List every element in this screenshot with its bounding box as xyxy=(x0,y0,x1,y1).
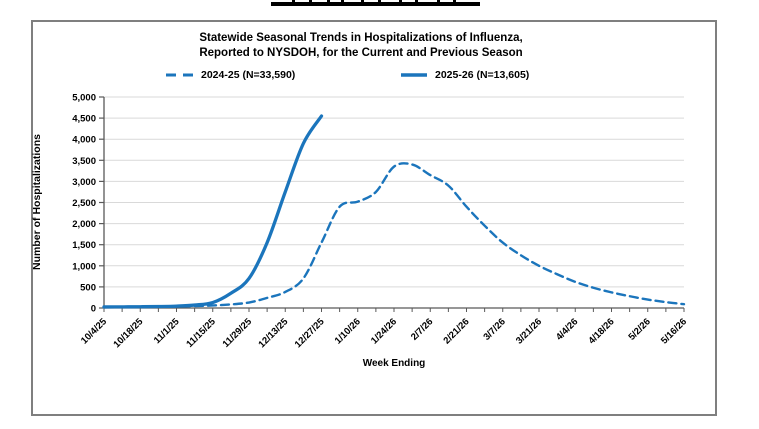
y-tick-label: 5,000 xyxy=(72,93,96,104)
x-tick-label: 10/18/25 xyxy=(111,316,145,350)
x-tick-label: 4/4/26 xyxy=(554,316,580,342)
x-tick-label: 12/13/25 xyxy=(256,316,290,350)
x-tick-label: 1/24/26 xyxy=(369,316,399,346)
x-tick-label: 2/7/26 xyxy=(409,316,435,342)
x-tick-label: 3/7/26 xyxy=(481,316,507,342)
solid-line-swatch xyxy=(401,73,427,77)
x-tick-label: 10/4/25 xyxy=(79,316,110,347)
legend-item-2025-26: 2025-26 (N=13,605) xyxy=(401,69,529,81)
x-tick-label: 5/2/26 xyxy=(626,316,652,342)
heading-letter-fragment xyxy=(327,0,330,2)
x-tick-label: 12/27/25 xyxy=(293,316,327,350)
y-tick-labels: 0 500 1,000 1,500 2,000 2,500 3,000 3,500 4,000 4… xyxy=(72,93,96,315)
clipped-underlined-heading xyxy=(271,2,480,6)
y-tick-label: 500 xyxy=(80,282,96,293)
x-tick-label: 11/1/25 xyxy=(152,316,182,346)
heading-letter-fragment xyxy=(341,0,344,2)
x-tick-label: 2/21/26 xyxy=(441,316,471,346)
series-2025-26-line xyxy=(102,114,324,309)
y-tick-label: 2,000 xyxy=(72,219,96,230)
legend-item-2024-25: 2024-25 (N=33,590) xyxy=(166,69,295,81)
y-tick-label: 1,500 xyxy=(72,240,96,251)
heading-letter-fragment xyxy=(415,0,418,2)
y-tick-label: 4,500 xyxy=(72,114,96,125)
dashed-line-swatch xyxy=(166,73,193,77)
x-tick-label: 11/15/25 xyxy=(184,316,218,350)
influenza-chart-panel xyxy=(31,20,717,416)
x-tick-label: 4/18/26 xyxy=(586,316,616,346)
y-tick-label: 2,500 xyxy=(72,198,96,209)
y-tick-label: 3,500 xyxy=(72,156,96,167)
y-axis-title: Number of Hospitalizations xyxy=(31,134,43,270)
legend-label-2025-26: 2025-26 (N=13,605) xyxy=(435,69,530,81)
x-tick-label: 5/16/26 xyxy=(659,316,689,346)
y-tick-label: 1,000 xyxy=(72,261,96,272)
y-tick-label: 0 xyxy=(91,304,96,315)
x-tick-labels: 10/4/25 10/18/25 11/1/25 11/15/25 11/29/25 12… xyxy=(79,316,689,350)
y-tick-label: 4,000 xyxy=(72,135,96,146)
x-tick-label: 3/21/26 xyxy=(514,316,544,346)
heading-letter-fragment xyxy=(292,0,295,2)
chart-title: Statewide Seasonal Trends in Hospitaliza… xyxy=(31,31,691,61)
chart-title-line1: Statewide Seasonal Trends in Hospitaliza… xyxy=(199,32,523,44)
x-tick-label: 1/10/26 xyxy=(333,316,363,346)
heading-letter-fragment xyxy=(361,0,364,2)
x-tick-label: 11/29/25 xyxy=(221,316,255,350)
axis-ticks xyxy=(99,96,685,312)
legend-label-2024-25: 2024-25 (N=33,590) xyxy=(201,69,296,81)
series-2024-25-line xyxy=(102,162,686,309)
heading-letter-fragment xyxy=(378,0,381,2)
heading-letter-fragment xyxy=(437,0,440,2)
chart-title-line2: Reported to NYSDOH, for the Current and … xyxy=(199,47,523,59)
heading-letter-fragment xyxy=(399,0,402,2)
heading-letter-fragment xyxy=(309,0,312,2)
y-tick-label: 3,000 xyxy=(72,177,96,188)
heading-letter-fragment xyxy=(453,0,456,2)
x-axis-title: Week Ending xyxy=(363,358,426,369)
gridlines xyxy=(104,96,684,288)
